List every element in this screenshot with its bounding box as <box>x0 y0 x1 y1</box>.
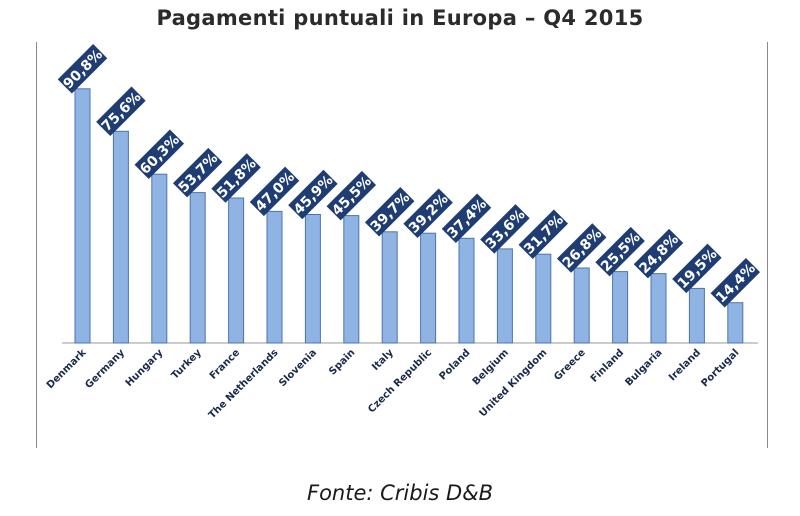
bar-italy <box>381 231 398 344</box>
category-label: Spain <box>327 347 357 377</box>
bar-slovenia <box>304 214 321 344</box>
bar-czech-republic <box>420 232 437 344</box>
data-label: 24,8% <box>633 228 684 279</box>
bar-ireland <box>688 287 705 344</box>
data-label-bg <box>134 129 185 179</box>
category-label: Finland <box>589 347 626 384</box>
data-label-bg <box>403 188 453 238</box>
bar-bulgaria <box>650 273 667 344</box>
data-label-text: 19,5% <box>675 246 721 292</box>
bar-spain <box>343 215 360 344</box>
category-label: United Kingdom <box>477 347 549 419</box>
category-label: Greece <box>552 347 588 383</box>
data-label: 45,5% <box>326 170 377 221</box>
bars-group <box>74 88 744 344</box>
category-label: Portugal <box>699 347 741 389</box>
bar-united-kingdom <box>535 253 552 344</box>
data-label-bg <box>518 209 569 259</box>
bar-germany <box>112 130 129 344</box>
data-label-bg <box>710 257 761 308</box>
category-label: Hungary <box>124 347 166 389</box>
bar-portugal <box>727 302 744 344</box>
category-label: Belgium <box>471 347 511 387</box>
bar-belgium <box>496 248 513 344</box>
data-label-text: 90,8% <box>60 47 106 93</box>
data-label-text: 24,8% <box>636 231 682 277</box>
data-label-text: 75,6% <box>99 89 145 135</box>
data-label-text: 14,4% <box>713 261 759 307</box>
bar-denmark <box>74 88 91 344</box>
category-label: The Netherlands <box>207 347 281 421</box>
bar-finland <box>612 271 629 344</box>
data-label-bg <box>57 44 108 94</box>
data-label-bg <box>480 204 530 254</box>
data-label: 39,7% <box>364 187 415 237</box>
data-label-bg <box>96 86 146 137</box>
category-label: Denmark <box>45 347 89 391</box>
bar-turkey <box>189 192 206 344</box>
data-label: 75,6% <box>96 86 146 137</box>
source-note: Fonte: Cribis D&B <box>306 481 493 505</box>
data-label-text: 60,3% <box>137 132 183 178</box>
category-label: Slovenia <box>277 347 319 389</box>
bar-greece <box>573 267 590 344</box>
data-label-bg <box>172 147 223 198</box>
data-label-text: 39,7% <box>368 190 414 236</box>
data-label-bg <box>249 166 300 217</box>
data-label-bg <box>672 243 722 294</box>
data-label-bg <box>364 187 415 237</box>
category-label: Bulgaria <box>623 347 664 388</box>
category-label: Turkey <box>170 347 205 382</box>
data-label-bg <box>326 170 377 221</box>
bar-the-netherlands <box>266 210 283 344</box>
bar-france <box>228 197 245 344</box>
chart-title: Pagamenti puntuali in Europa – Q4 2015 <box>156 6 644 30</box>
data-label: 19,5% <box>672 243 722 294</box>
data-label: 90,8% <box>57 44 108 94</box>
data-label: 14,4% <box>710 257 761 308</box>
data-label-text: 45,5% <box>329 173 375 219</box>
category-label: Germany <box>83 347 127 391</box>
data-label-bg <box>211 153 261 203</box>
category-label: France <box>208 347 243 382</box>
bar-poland <box>458 237 475 344</box>
data-label-bg <box>633 228 684 279</box>
data-label-bg <box>556 223 607 273</box>
category-label: Czech Republic <box>366 347 434 415</box>
data-label-bg <box>288 169 338 220</box>
data-label-bg <box>441 193 492 244</box>
data-label-bg <box>595 226 645 277</box>
category-label: Ireland <box>667 347 703 383</box>
data-label: 60,3% <box>134 129 185 179</box>
bar-hungary <box>151 173 168 344</box>
category-label: Poland <box>438 347 473 382</box>
chart-frame <box>36 42 768 448</box>
category-label: Italy <box>370 347 396 373</box>
